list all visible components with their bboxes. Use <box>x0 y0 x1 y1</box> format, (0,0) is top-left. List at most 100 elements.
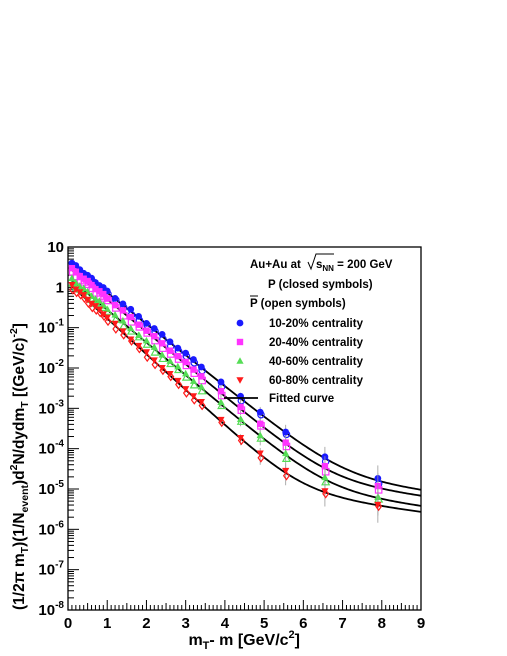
data-point-open <box>256 433 266 442</box>
x-axis-label: mT- m [GeV/c2] <box>188 629 300 652</box>
antiproton-annotation: P (open symbols) <box>250 298 346 310</box>
data-point-open <box>189 380 199 389</box>
y-tick-label: 10-6 <box>38 519 64 538</box>
data-point-open <box>282 470 291 481</box>
axis-ticks <box>67 246 422 611</box>
legend-fit-label: Fitted curve <box>269 393 334 405</box>
data-point-open <box>218 417 226 428</box>
data-point-closed <box>256 450 264 458</box>
data-point-closed <box>282 439 289 446</box>
data-point-open <box>217 391 226 400</box>
data-point-closed <box>76 272 83 280</box>
y-tick-label: 10-7 <box>38 560 64 579</box>
data-point-closed <box>91 295 100 302</box>
data-point-open <box>190 369 199 377</box>
data-point-open <box>127 336 136 346</box>
data-point-open <box>190 359 199 367</box>
x-tick-label: 5 <box>260 615 268 632</box>
data-point-open <box>103 306 113 315</box>
data-point-open <box>173 364 184 374</box>
data-point-closed <box>151 332 158 340</box>
x-tick-label: 7 <box>338 615 346 632</box>
data-point-open <box>182 361 191 370</box>
legend-marker <box>236 357 244 364</box>
data-point-closed <box>68 274 76 282</box>
data-point-closed <box>256 420 264 427</box>
data-point-open <box>190 395 198 405</box>
data-point-closed <box>282 428 290 436</box>
data-point-closed <box>100 290 107 298</box>
y-tick-label: 10-4 <box>38 439 64 458</box>
y-tick-label: 10-1 <box>38 318 64 337</box>
data-point-open <box>112 324 120 334</box>
data-point-open <box>257 422 265 430</box>
data-point-open <box>166 358 176 368</box>
data-point-closed <box>96 288 103 295</box>
y-tick-label: 10 <box>47 239 64 256</box>
system-annotation: Au+Au at sNN = 200 GeV <box>250 259 393 273</box>
data-point-closed <box>104 295 111 302</box>
data-point-open <box>159 344 167 352</box>
legend: 10-20% centrality 20-40% centrality 40-60%… <box>224 318 364 405</box>
sqrt-sign <box>307 253 334 271</box>
x-tick-label: 6 <box>299 615 307 632</box>
y-tick-label: 10-3 <box>38 398 64 417</box>
x-tick-label: 1 <box>103 615 111 632</box>
data-point-open <box>151 359 159 370</box>
data-point-closed <box>135 321 142 328</box>
data-point-open <box>374 486 383 494</box>
data-points <box>68 259 384 523</box>
data-point-open <box>167 371 175 382</box>
data-point-closed <box>282 449 290 457</box>
data-point-open <box>104 296 112 305</box>
y-tick-label: 1 <box>56 279 64 296</box>
data-point-open <box>237 435 245 446</box>
data-point-closed <box>119 307 127 314</box>
data-point-closed <box>321 462 329 470</box>
fit-curve <box>72 264 422 491</box>
data-point-open <box>257 410 265 419</box>
data-point-open <box>197 385 207 395</box>
data-point-open <box>166 350 175 358</box>
data-point-open <box>236 416 246 425</box>
data-point-open <box>134 331 144 341</box>
data-point-open <box>142 339 152 348</box>
data-point-open <box>181 372 192 381</box>
y-tick-label: 10-8 <box>38 600 64 619</box>
legend-label: 20-40% centrality <box>269 337 364 349</box>
data-point-open <box>135 343 143 354</box>
data-point-closed <box>142 349 151 356</box>
data-point-open <box>174 355 183 363</box>
data-point-closed <box>150 343 158 350</box>
data-point-closed <box>321 473 329 481</box>
data-point-open <box>182 388 190 398</box>
data-point-closed <box>119 316 127 324</box>
y-tick-labels: 10-8 10-7 10-6 10-5 10-4 10-3 10-2 10-1 1 10 <box>38 239 64 619</box>
data-point-open <box>237 406 246 414</box>
x-tick-label: 2 <box>142 615 150 632</box>
x-tick-label: 4 <box>221 615 230 632</box>
data-point-open <box>175 379 183 390</box>
data-point-open <box>143 329 152 337</box>
data-point-closed <box>217 388 225 395</box>
x-tick-label: 3 <box>181 615 189 632</box>
data-point-open <box>126 326 137 335</box>
data-point-closed <box>282 467 290 475</box>
data-point-open <box>282 442 291 451</box>
x-tick-label: 0 <box>64 615 72 632</box>
data-point-closed <box>111 320 119 328</box>
data-point-closed <box>68 282 76 289</box>
data-point-open <box>127 318 136 326</box>
data-point-open <box>112 304 120 312</box>
legend-label: 10-20% centrality <box>269 318 364 330</box>
data-point-closed <box>150 357 158 364</box>
data-point-open <box>321 476 331 486</box>
proton-annotation: P (closed symbols) <box>268 279 373 291</box>
x-tick-label: 9 <box>417 615 425 632</box>
y-axis-label: (1/2π mT)(1/Nevent)d2N/dydmT [(GeV/c)-2] <box>8 323 31 610</box>
data-point-open <box>151 336 159 345</box>
data-point-open <box>198 400 206 411</box>
data-point-open <box>120 330 128 340</box>
data-point-open <box>96 307 104 318</box>
